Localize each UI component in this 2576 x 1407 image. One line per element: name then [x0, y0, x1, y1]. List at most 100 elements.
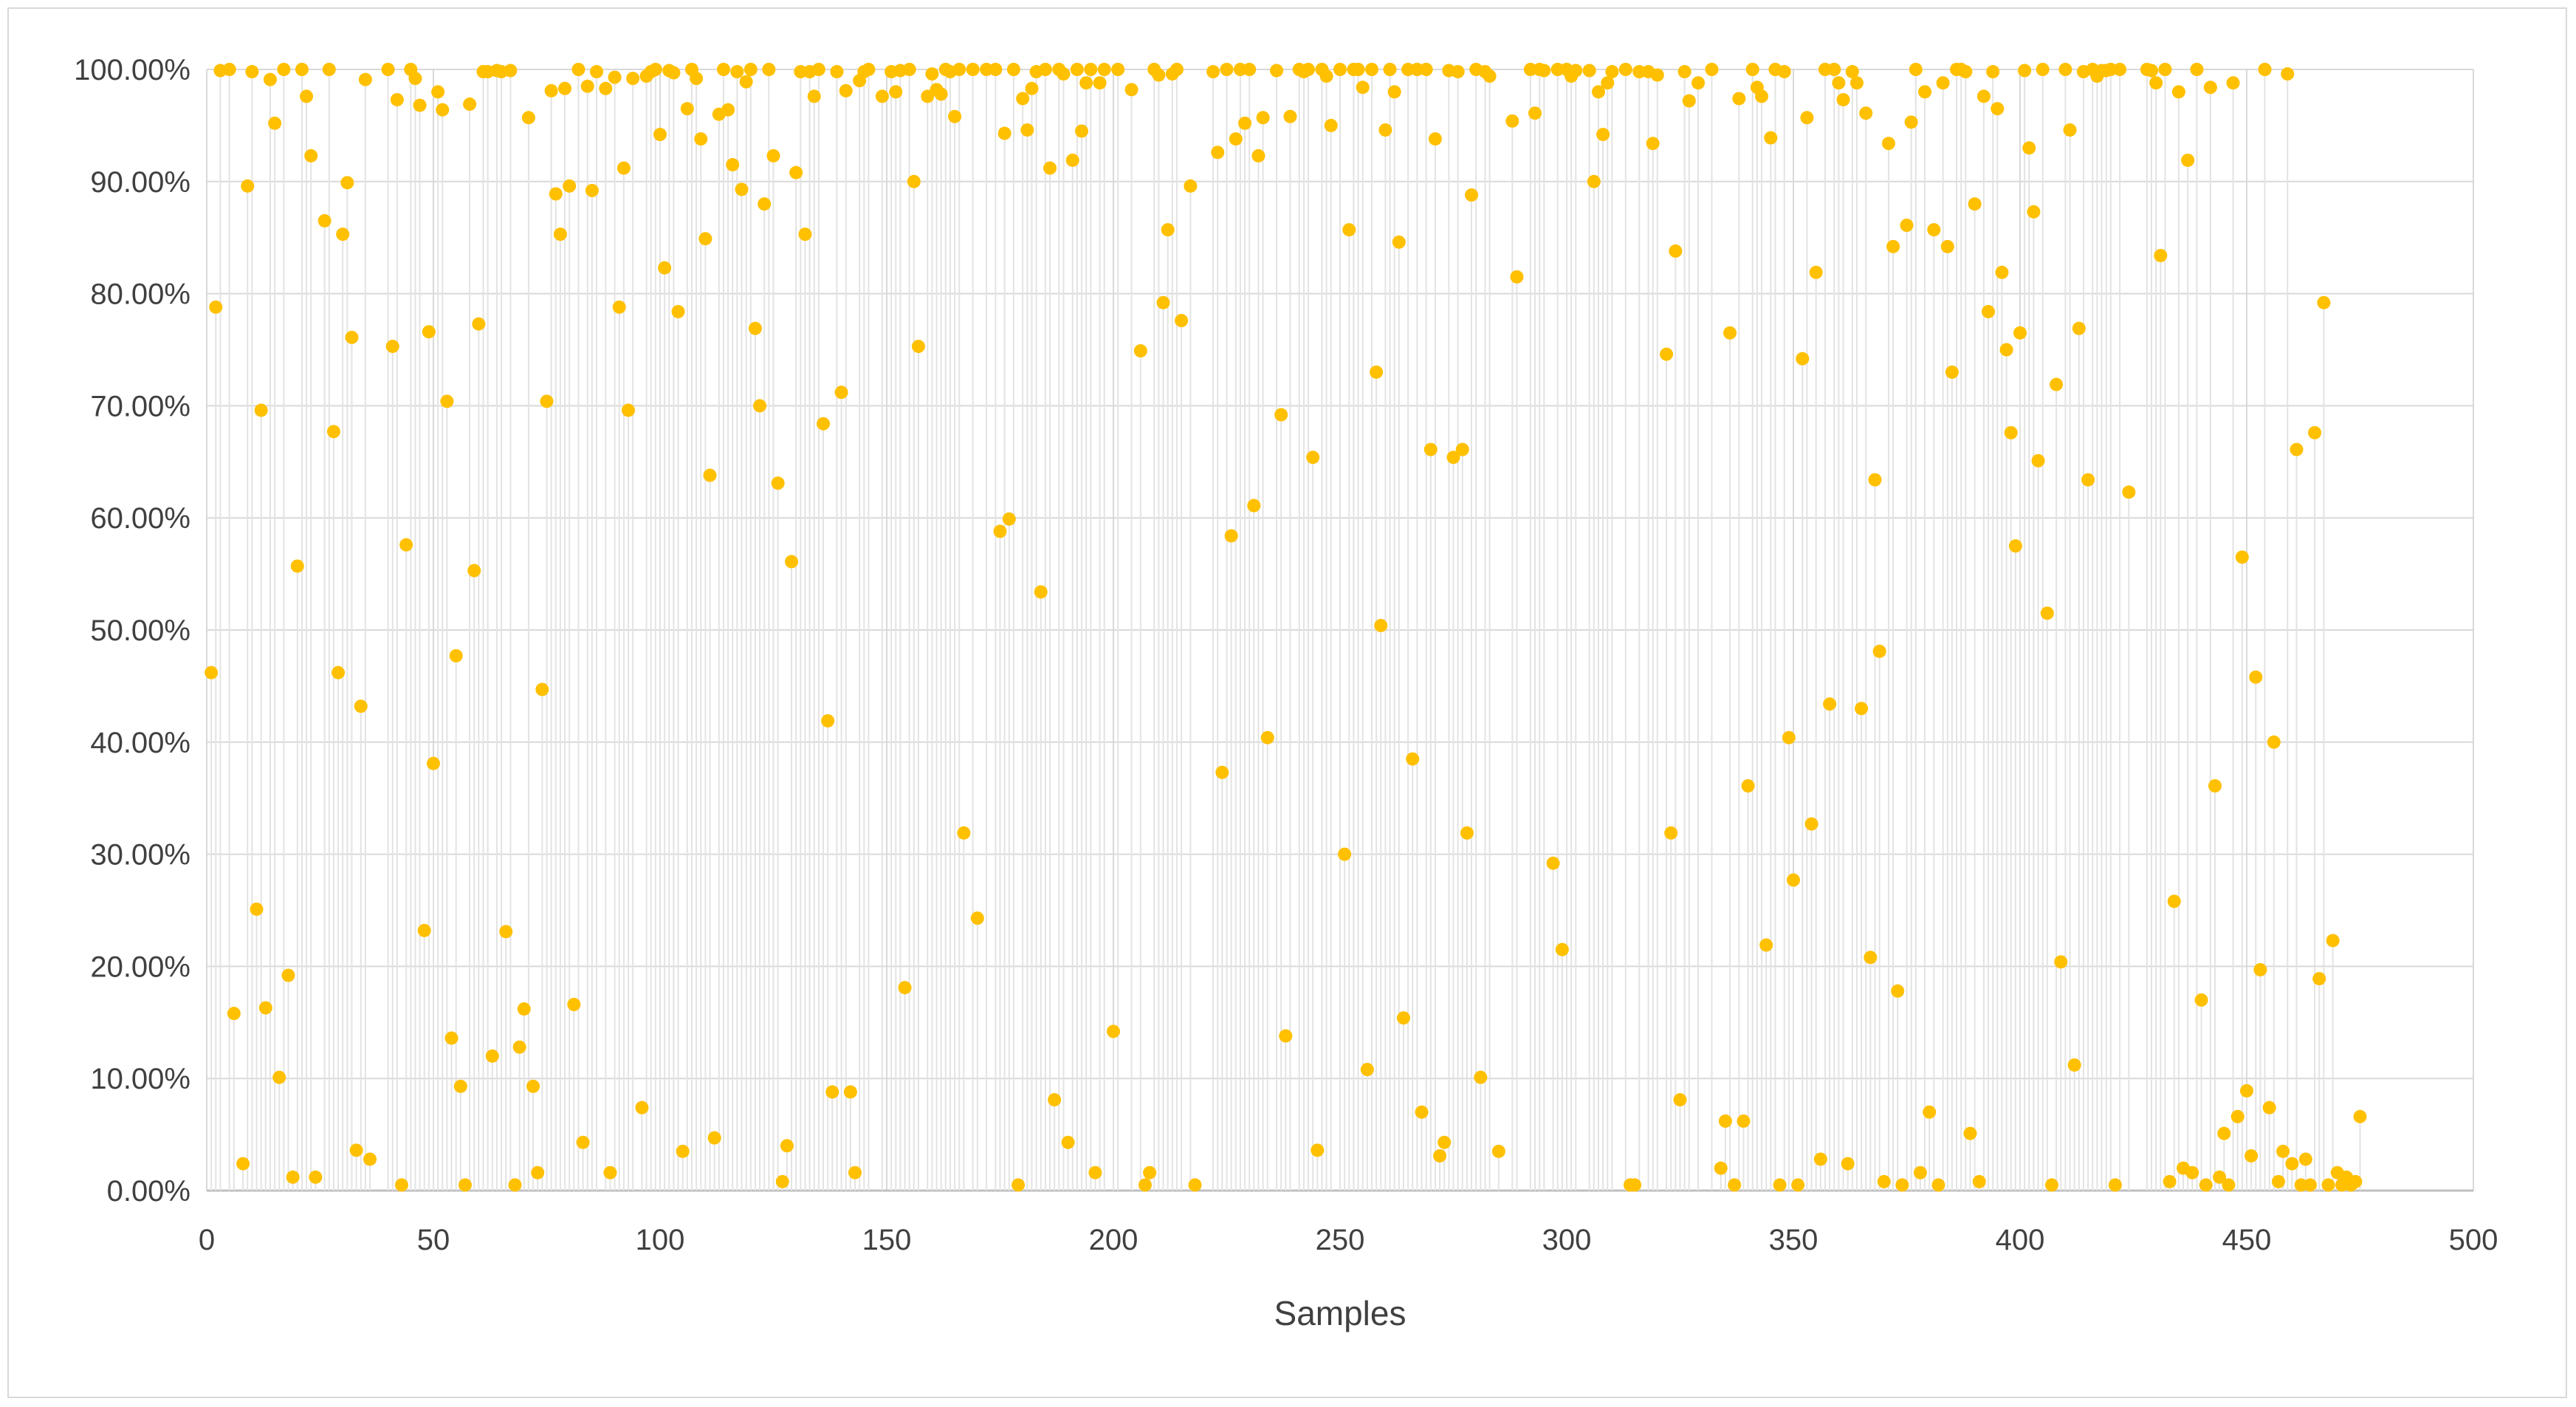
- data-point: [531, 1165, 545, 1180]
- data-point: [1396, 1011, 1410, 1025]
- x-tick-label: 50: [417, 1224, 450, 1256]
- data-point: [281, 968, 295, 982]
- data-point: [821, 713, 835, 728]
- data-point: [934, 87, 948, 101]
- data-point: [254, 403, 268, 417]
- data-point: [417, 923, 431, 937]
- data-point: [1886, 239, 1900, 253]
- data-point: [1995, 265, 2009, 279]
- data-point: [2353, 1109, 2367, 1123]
- data-point: [1999, 343, 2013, 357]
- data-point: [830, 65, 844, 79]
- data-point: [1931, 1178, 1945, 1192]
- y-tick-label: 0.00%: [107, 1175, 190, 1208]
- data-point: [658, 261, 672, 275]
- data-point: [1093, 76, 1107, 90]
- data-point: [716, 63, 730, 76]
- data-point: [1107, 1024, 1120, 1038]
- data-point: [1936, 76, 1950, 90]
- data-point: [1909, 63, 1923, 76]
- data-point: [2122, 485, 2136, 499]
- data-point: [2171, 85, 2185, 99]
- data-point: [453, 1079, 467, 1093]
- data-point: [1718, 1114, 1732, 1128]
- data-point: [2308, 425, 2322, 439]
- data-point: [1306, 451, 1320, 465]
- data-point: [1764, 131, 1778, 145]
- x-tick-label: 350: [1769, 1224, 1818, 1256]
- data-point: [580, 79, 594, 93]
- x-tick-label: 450: [2222, 1224, 2272, 1256]
- data-point: [843, 1085, 857, 1099]
- data-point: [1836, 92, 1850, 106]
- data-point: [1438, 1135, 1452, 1149]
- data-point: [322, 63, 336, 76]
- data-point: [517, 1002, 531, 1016]
- data-point: [1777, 65, 1791, 79]
- data-point: [2258, 63, 2272, 76]
- data-point: [1904, 115, 1918, 129]
- data-point: [1963, 1126, 1977, 1140]
- data-point: [2298, 1152, 2312, 1166]
- data-point: [1070, 63, 1084, 76]
- data-point: [2004, 425, 2018, 439]
- data-point: [1161, 223, 1175, 237]
- data-point: [1669, 244, 1683, 258]
- data-point: [2158, 63, 2172, 76]
- data-point: [1705, 63, 1719, 76]
- data-point: [2167, 894, 2181, 908]
- data-point: [1251, 148, 1265, 162]
- data-point: [304, 148, 318, 162]
- data-point: [395, 1178, 409, 1192]
- data-point: [1048, 1093, 1062, 1107]
- data-point: [1881, 137, 1895, 151]
- data-point: [726, 158, 740, 172]
- x-axis-title: Samples: [1274, 1294, 1407, 1332]
- data-point: [2018, 64, 2032, 78]
- data-point: [811, 63, 825, 76]
- data-point: [1927, 223, 1941, 237]
- data-point: [2072, 321, 2086, 335]
- data-point: [563, 179, 577, 193]
- data-point: [1428, 132, 1442, 146]
- data-point: [268, 116, 282, 130]
- data-point: [1528, 106, 1542, 120]
- data-point: [2040, 606, 2054, 620]
- data-point: [1152, 68, 1166, 82]
- data-point: [1986, 65, 2000, 79]
- data-point: [1133, 344, 1147, 358]
- data-point: [1732, 92, 1746, 106]
- data-point: [277, 63, 291, 76]
- data-point: [921, 89, 935, 103]
- data-point: [436, 103, 450, 117]
- data-point: [775, 1174, 789, 1188]
- data-point: [993, 524, 1007, 538]
- data-point: [2008, 539, 2022, 553]
- data-point: [1156, 295, 1170, 309]
- data-point: [1455, 442, 1469, 456]
- data-point: [485, 1049, 499, 1063]
- data-point: [2058, 63, 2072, 76]
- data-point: [743, 63, 758, 76]
- data-point: [1111, 63, 1125, 76]
- data-point: [1465, 188, 1479, 202]
- data-point: [599, 81, 613, 95]
- data-point: [1849, 76, 1864, 90]
- data-point: [997, 126, 1011, 140]
- data-point: [440, 394, 454, 408]
- data-point: [1796, 352, 1810, 366]
- scatter-chart: 0.00% 10.00% 20.00% 30.00% 40.00% 50.00% 60.00…: [74, 54, 2498, 1332]
- data-point: [295, 63, 309, 76]
- data-point: [1474, 1070, 1488, 1084]
- data-point: [431, 85, 445, 99]
- data-point: [612, 300, 626, 314]
- data-point: [848, 1165, 862, 1180]
- data-point: [1546, 856, 1560, 870]
- data-point: [2081, 473, 2095, 487]
- data-point: [839, 83, 853, 97]
- data-point: [272, 1070, 286, 1084]
- data-point: [862, 63, 876, 76]
- data-point: [526, 1079, 540, 1093]
- data-point: [1923, 1105, 1937, 1119]
- data-point: [2349, 1174, 2363, 1188]
